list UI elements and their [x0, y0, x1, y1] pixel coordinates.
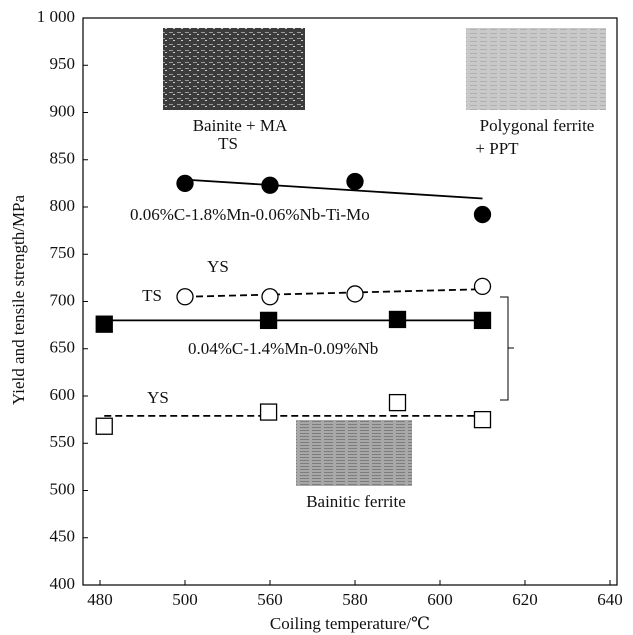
x-tick-label: 600: [427, 590, 453, 609]
series-label-bg: [135, 288, 169, 306]
series-label: YS: [207, 257, 229, 276]
annotation: Bainite + MA: [193, 116, 288, 135]
fit-line: [184, 178, 483, 200]
point: [176, 288, 194, 306]
series-label: TS: [218, 134, 238, 153]
annotation: Bainitic ferrite: [306, 492, 406, 511]
x-tick-label: 620: [512, 590, 538, 609]
series-label-bg: [201, 259, 235, 277]
x-axis-label: Coiling temperature/℃: [270, 614, 430, 633]
point: [473, 410, 492, 429]
x-tick-label: 640: [597, 590, 623, 609]
fit-line: [184, 288, 483, 298]
point: [473, 311, 492, 330]
y-tick-label: 500: [50, 479, 76, 498]
y-tick-label: 750: [50, 243, 76, 262]
point: [346, 285, 364, 303]
series-label: YS: [147, 388, 169, 407]
series-label-bg: [141, 390, 175, 408]
x-tick-label: 560: [257, 590, 283, 609]
annotation: Polygonal ferrite: [480, 116, 595, 135]
point: [259, 311, 278, 330]
point: [473, 205, 492, 224]
y-tick-label: 700: [50, 290, 76, 309]
micrograph: [163, 28, 305, 110]
annotation: 0.04%C-1.4%Mn-0.09%Nb: [188, 339, 378, 358]
series-label: TS: [142, 286, 162, 305]
bracket: [500, 296, 514, 401]
y-axis-label: Yield and tensile strength/MPa: [9, 194, 28, 405]
x-tick-label: 580: [342, 590, 368, 609]
point: [95, 315, 113, 333]
series-label-bg: [211, 136, 245, 154]
y-tick-label: 600: [50, 385, 76, 404]
x-tick-label: 500: [172, 590, 198, 609]
y-tick-label: 800: [50, 196, 76, 215]
y-tick-label: 450: [50, 527, 76, 546]
y-tick-label: 650: [50, 338, 76, 357]
annotation: + PPT: [475, 139, 519, 158]
micrograph: [296, 420, 412, 486]
annotation: 0.06%C-1.8%Mn-0.06%Nb-Ti-Mo: [130, 205, 370, 224]
point: [261, 176, 279, 194]
point: [176, 174, 194, 193]
y-tick-label: 550: [50, 432, 76, 451]
y-tick-label: 850: [50, 149, 76, 168]
y-tick-label: 950: [50, 54, 76, 73]
y-tick-label: 900: [50, 101, 76, 120]
y-tick-label: 400: [50, 574, 76, 593]
point: [261, 288, 279, 306]
point: [473, 277, 492, 296]
y-tick-label: 1 000: [37, 7, 75, 26]
point: [95, 417, 113, 435]
micrograph: [466, 28, 606, 110]
x-tick-label: 480: [87, 590, 113, 609]
point: [388, 310, 407, 329]
point: [346, 172, 364, 191]
point: [388, 393, 407, 412]
point: [259, 403, 278, 421]
